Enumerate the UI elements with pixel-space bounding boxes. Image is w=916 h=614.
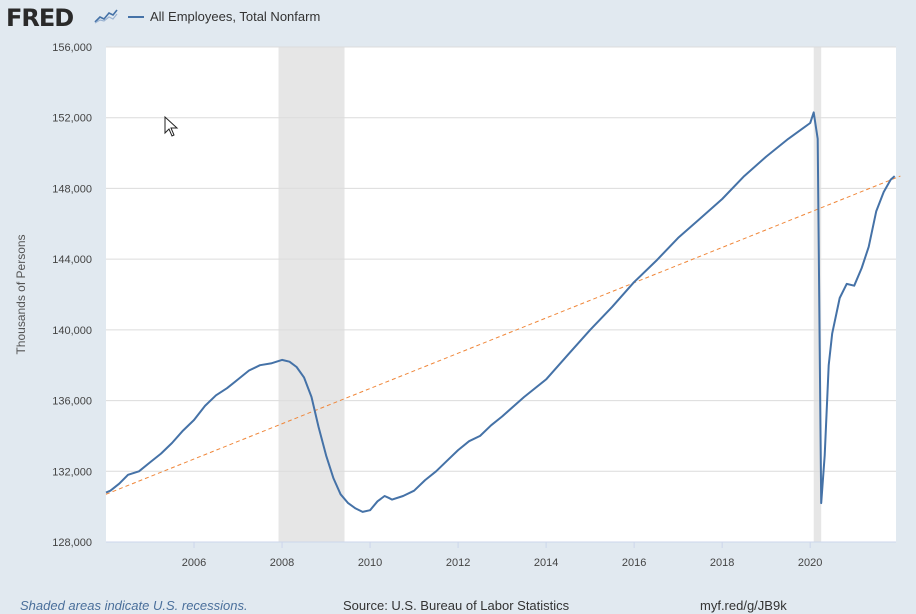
- recession-band: [278, 47, 345, 542]
- y-tick-label: 152,000: [52, 113, 92, 125]
- logo-chart-icon: [94, 8, 118, 24]
- y-tick-label: 128,000: [52, 537, 92, 549]
- y-tick-label: 132,000: [52, 466, 92, 478]
- legend-label[interactable]: All Employees, Total Nonfarm: [150, 9, 321, 24]
- x-tick-label: 2012: [446, 557, 470, 569]
- y-tick-label: 148,000: [52, 183, 92, 195]
- y-tick-label: 140,000: [52, 325, 92, 337]
- series-trend-line[interactable]: [105, 175, 901, 495]
- x-tick-label: 2016: [622, 557, 646, 569]
- source-label: Source: U.S. Bureau of Labor Statistics: [343, 598, 570, 613]
- y-tick-label: 156,000: [52, 42, 92, 54]
- series-line-total-nonfarm[interactable]: [105, 111, 896, 513]
- fred-logo[interactable]: FRED: [6, 4, 74, 32]
- recession-band: [813, 47, 822, 542]
- recession-note: Shaded areas indicate U.S. recessions.: [20, 598, 248, 613]
- x-tick-label: 2020: [798, 557, 822, 569]
- y-axis-label: Thousands of Persons: [14, 234, 28, 354]
- y-tick-label: 144,000: [52, 254, 92, 266]
- x-tick-label: 2006: [182, 557, 206, 569]
- cursor-icon: [164, 115, 179, 137]
- x-tick-label: 2010: [358, 557, 382, 569]
- x-tick-label: 2008: [270, 557, 294, 569]
- plot-area: [106, 47, 896, 542]
- x-tick-label: 2018: [710, 557, 734, 569]
- x-tick-label: 2014: [534, 557, 558, 569]
- y-tick-label: 136,000: [52, 396, 92, 408]
- short-url[interactable]: myf.red/g/JB9k: [700, 598, 787, 613]
- legend-swatch: [128, 16, 144, 18]
